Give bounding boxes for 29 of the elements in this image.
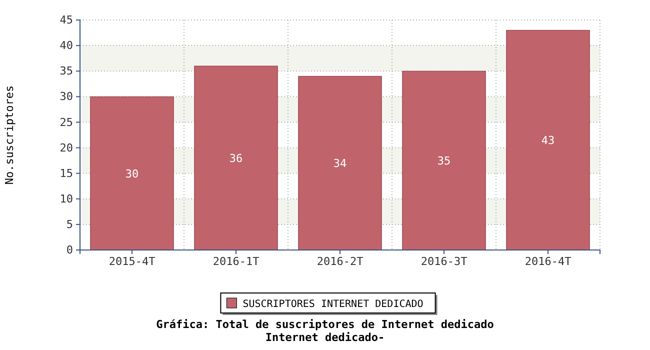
y-tick-label: 45 (60, 14, 73, 27)
data-label: 43 (541, 134, 555, 148)
data-label: 30 (125, 167, 139, 180)
y-tick-label: 10 (60, 192, 73, 206)
y-tick-label: 5 (66, 218, 73, 231)
bar (402, 70, 486, 250)
bar (194, 66, 278, 250)
text: SUSCRIPTORES INTERNET DEDICADO (242, 299, 424, 310)
y-tick-label: 30 (60, 90, 73, 104)
x-tick-label: 2016-1T (212, 254, 260, 268)
x-tick-label: 2015-4T (108, 254, 156, 268)
y-tick-label: 20 (60, 141, 73, 154)
bar (506, 30, 590, 250)
x-tick-label: 2016-3T (420, 254, 468, 268)
x-tick-label: 2016-2T (316, 254, 364, 268)
y-tick-label: 35 (60, 64, 73, 78)
y-tick-label: 0 (66, 244, 73, 257)
data-label: 35 (437, 154, 451, 168)
bar (90, 96, 174, 250)
y-tick-label: 25 (60, 116, 73, 129)
data-label: 36 (229, 152, 243, 165)
x-tick-label: 2016-4T (524, 254, 572, 268)
text: Internet dedicado- (265, 331, 385, 344)
y-axis-title: No.suscriptores (3, 85, 16, 185)
y-tick-label: 40 (60, 39, 73, 52)
text: Gráfica: Total de suscriptores de Internet dedicado (156, 318, 494, 331)
data-label: 34 (333, 157, 347, 170)
y-tick-label: 15 (60, 166, 73, 180)
bar (298, 76, 382, 250)
